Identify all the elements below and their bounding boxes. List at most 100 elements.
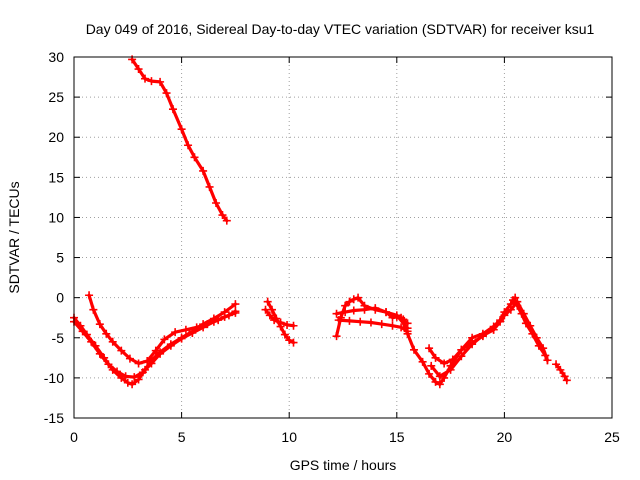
x-tick-labels: 0 5 10 15 20 25 <box>70 429 620 445</box>
series-line <box>399 296 517 386</box>
data-point <box>199 166 208 175</box>
data-point <box>147 77 156 86</box>
data-point <box>360 305 369 314</box>
data-point <box>509 296 518 305</box>
y-tick-label: 25 <box>48 89 64 105</box>
data-point <box>392 312 401 321</box>
data-point <box>435 380 444 389</box>
y-tick-label: -10 <box>44 370 64 386</box>
data-point <box>388 313 397 322</box>
data-point <box>125 354 134 363</box>
series-line <box>511 298 549 362</box>
series-line <box>492 300 549 362</box>
data-point <box>89 305 98 314</box>
data-point <box>366 318 375 327</box>
grid-lines <box>74 57 612 418</box>
data-point <box>280 330 289 339</box>
data-point <box>166 341 175 350</box>
data-point <box>134 359 143 368</box>
data-point <box>371 304 380 313</box>
data-point <box>270 316 279 325</box>
data-point <box>190 153 199 162</box>
data-point <box>205 182 214 191</box>
data-point <box>552 360 561 369</box>
data-point <box>356 317 365 326</box>
data-point <box>231 307 240 316</box>
data-point <box>345 316 354 325</box>
data-point <box>261 305 270 314</box>
series-0 <box>128 55 231 225</box>
data-point <box>138 368 147 377</box>
data-point <box>500 311 509 320</box>
data-point <box>435 372 444 381</box>
data-point <box>431 377 440 386</box>
data-point <box>448 355 457 364</box>
chart-title: Day 049 of 2016, Sidereal Day-to-day VTE… <box>86 21 595 37</box>
plot-frame <box>73 56 613 419</box>
series-2 <box>70 308 240 382</box>
data-point <box>562 376 571 385</box>
data-point <box>377 320 386 329</box>
data-point <box>151 346 160 355</box>
data-point <box>489 325 498 334</box>
data-point <box>156 349 165 358</box>
data-point <box>446 365 455 374</box>
data-point <box>517 309 526 318</box>
data-point <box>285 336 294 345</box>
y-tick-label: 10 <box>48 209 64 225</box>
data-point <box>160 335 169 344</box>
data-point <box>212 199 221 208</box>
data-point <box>117 346 126 355</box>
data-point <box>397 313 406 322</box>
series-line <box>72 302 237 386</box>
y-tick-label: 30 <box>48 49 64 65</box>
x-tick-label: 25 <box>604 429 620 445</box>
data-point <box>341 308 350 317</box>
data-point <box>543 356 552 365</box>
data-point <box>534 341 543 350</box>
data-point <box>382 308 391 317</box>
data-point <box>388 321 397 330</box>
data-point <box>181 325 190 334</box>
data-point <box>222 216 231 225</box>
y-tick-label: 0 <box>56 290 64 306</box>
data-point <box>231 300 240 309</box>
data-point <box>556 365 565 374</box>
series-9 <box>397 293 520 389</box>
data-point <box>184 141 193 150</box>
data-point <box>332 309 341 318</box>
data-point <box>478 331 487 340</box>
y-tick-label: 15 <box>48 169 64 185</box>
data-point <box>468 340 477 349</box>
data-point <box>431 353 440 362</box>
data-point <box>141 74 150 83</box>
data-point <box>85 291 94 300</box>
data-point <box>147 359 156 368</box>
data-point <box>528 329 537 338</box>
y-axis-label: SDTVAR / TECUs <box>6 181 22 293</box>
x-tick-label: 10 <box>281 429 297 445</box>
x-tick-label: 0 <box>70 429 78 445</box>
series-14 <box>552 360 571 385</box>
data-point <box>218 211 227 220</box>
data-point <box>121 372 130 381</box>
series-5 <box>261 305 298 330</box>
data-point <box>177 334 186 343</box>
data-point <box>265 311 274 320</box>
data-point <box>104 360 113 369</box>
y-tick-label: -5 <box>52 330 65 346</box>
data-point <box>78 327 87 336</box>
data-point <box>263 297 272 306</box>
data-point <box>108 337 117 346</box>
data-point <box>87 337 96 346</box>
data-point <box>289 338 298 347</box>
data-point <box>289 321 298 330</box>
data-point <box>457 352 466 361</box>
data-point <box>440 359 449 368</box>
data-point <box>283 320 292 329</box>
data-point <box>113 367 122 376</box>
y-tick-label: 5 <box>56 250 64 266</box>
data-point <box>418 357 427 366</box>
data-point <box>162 89 171 98</box>
